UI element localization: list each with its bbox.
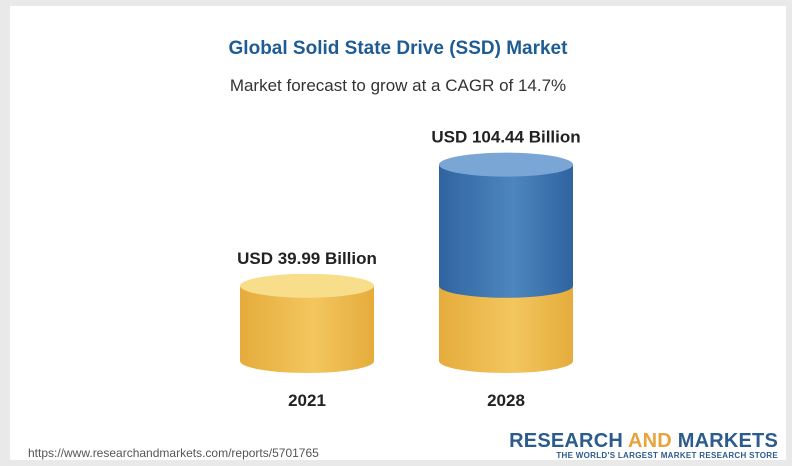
bar-growth-2028: [439, 164, 573, 298]
bar-top-2021: [240, 273, 374, 298]
chart-subtitle: Market forecast to grow at a CAGR of 14.…: [229, 76, 567, 95]
chart-title: Global Solid State Drive (SSD) Market: [228, 38, 568, 59]
source-url: https://www.researchandmarkets.com/repor…: [28, 446, 319, 460]
brand-logo: RESEARCH AND MARKETS THE WORLD'S LARGEST…: [509, 430, 778, 460]
category-label-2028: 2028: [487, 391, 525, 410]
bar-top-2028: [439, 152, 573, 177]
value-label-2028: USD 104.44 Billion: [431, 128, 580, 147]
brand-name: RESEARCH AND MARKETS: [509, 430, 778, 452]
chart-plot: USD 39.99 Billion 2021 USD 104.44 Billion 2…: [237, 128, 581, 410]
brand-tagline: THE WORLD'S LARGEST MARKET RESEARCH STOR…: [556, 451, 778, 460]
bar-base-2028: [439, 285, 573, 373]
value-label-2021: USD 39.99 Billion: [237, 249, 377, 268]
category-label-2021: 2021: [288, 391, 326, 410]
chart-card: Global Solid State Drive (SSD) Market Ma…: [10, 6, 786, 460]
bar-base-2021: [240, 285, 374, 373]
